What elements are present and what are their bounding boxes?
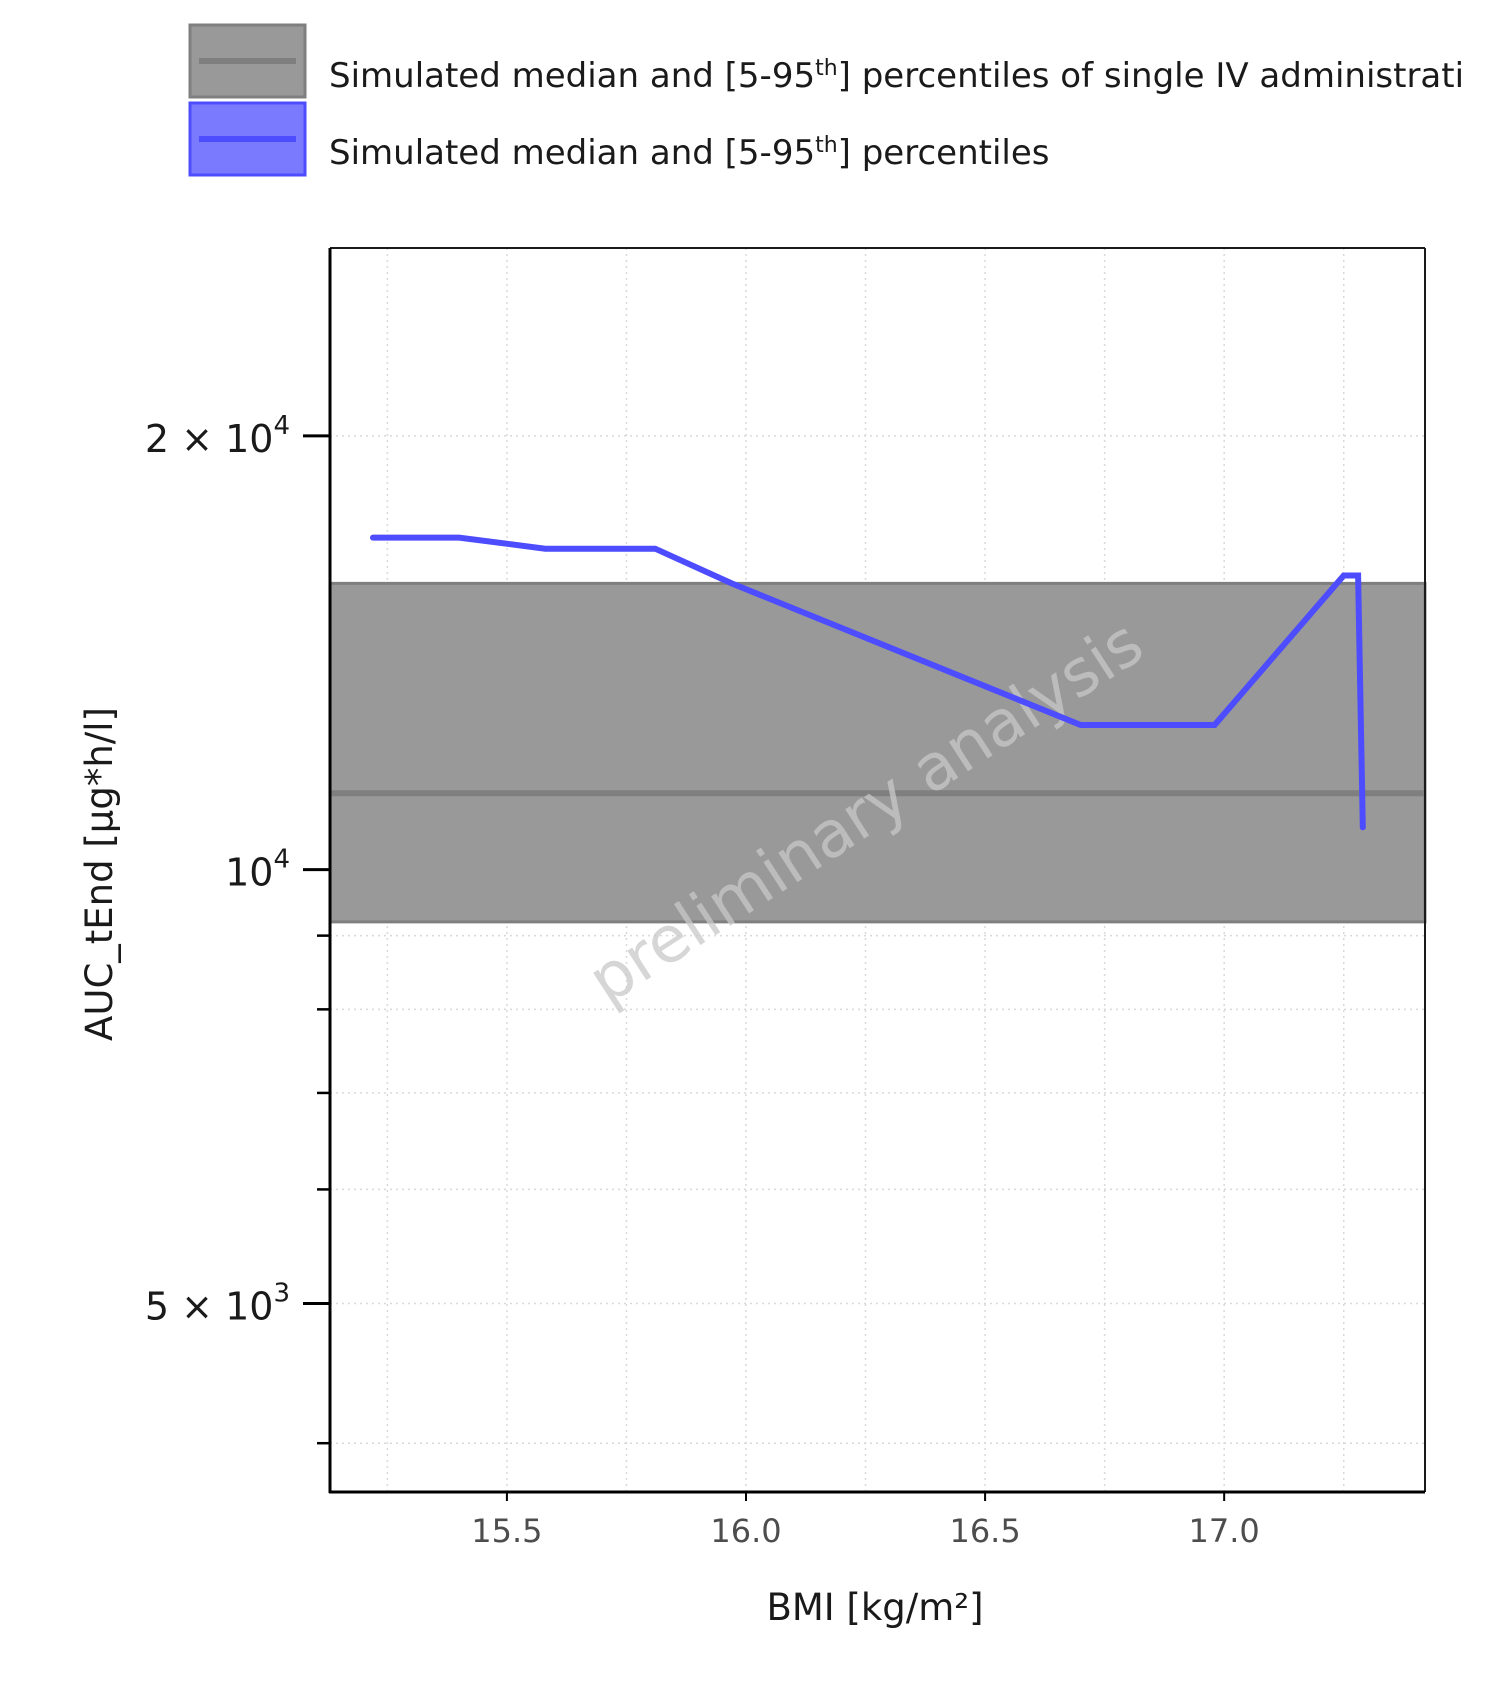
reference-band-area [328, 581, 1427, 924]
x-tick-label: 16.5 [949, 1512, 1020, 1550]
y-tick-label: 104 [225, 845, 290, 895]
simulated-median-line [370, 534, 1366, 831]
axes: 15.5 16.0 16.5 17.0 5 × 103 104 2 × 104 [145, 411, 1260, 1550]
x-tick-label: 16.0 [710, 1512, 781, 1550]
x-axis-title: BMI [kg/m²] [766, 1586, 983, 1629]
legend-entry-iv-reference: Simulated median and [5-95th] percentile… [188, 23, 1464, 99]
reference-band [328, 581, 1427, 924]
legend-label: Simulated median and [5-95th] percentile… [329, 56, 1464, 96]
legend: Simulated median and [5-95th] percentile… [188, 23, 1464, 177]
x-tick-label: 15.5 [471, 1512, 542, 1550]
x-tick-label: 17.0 [1189, 1512, 1260, 1550]
y-tick-label: 2 × 104 [145, 411, 290, 461]
legend-label: Simulated median and [5-95th] percentile… [329, 133, 1049, 173]
simulated-line-layer [370, 534, 1366, 831]
y-tick-label: 5 × 103 [145, 1279, 290, 1329]
legend-entry-simulated: Simulated median and [5-95th] percentile… [188, 101, 1049, 177]
y-axis-title: AUC_tEnd [µg*h/l] [78, 707, 121, 1041]
